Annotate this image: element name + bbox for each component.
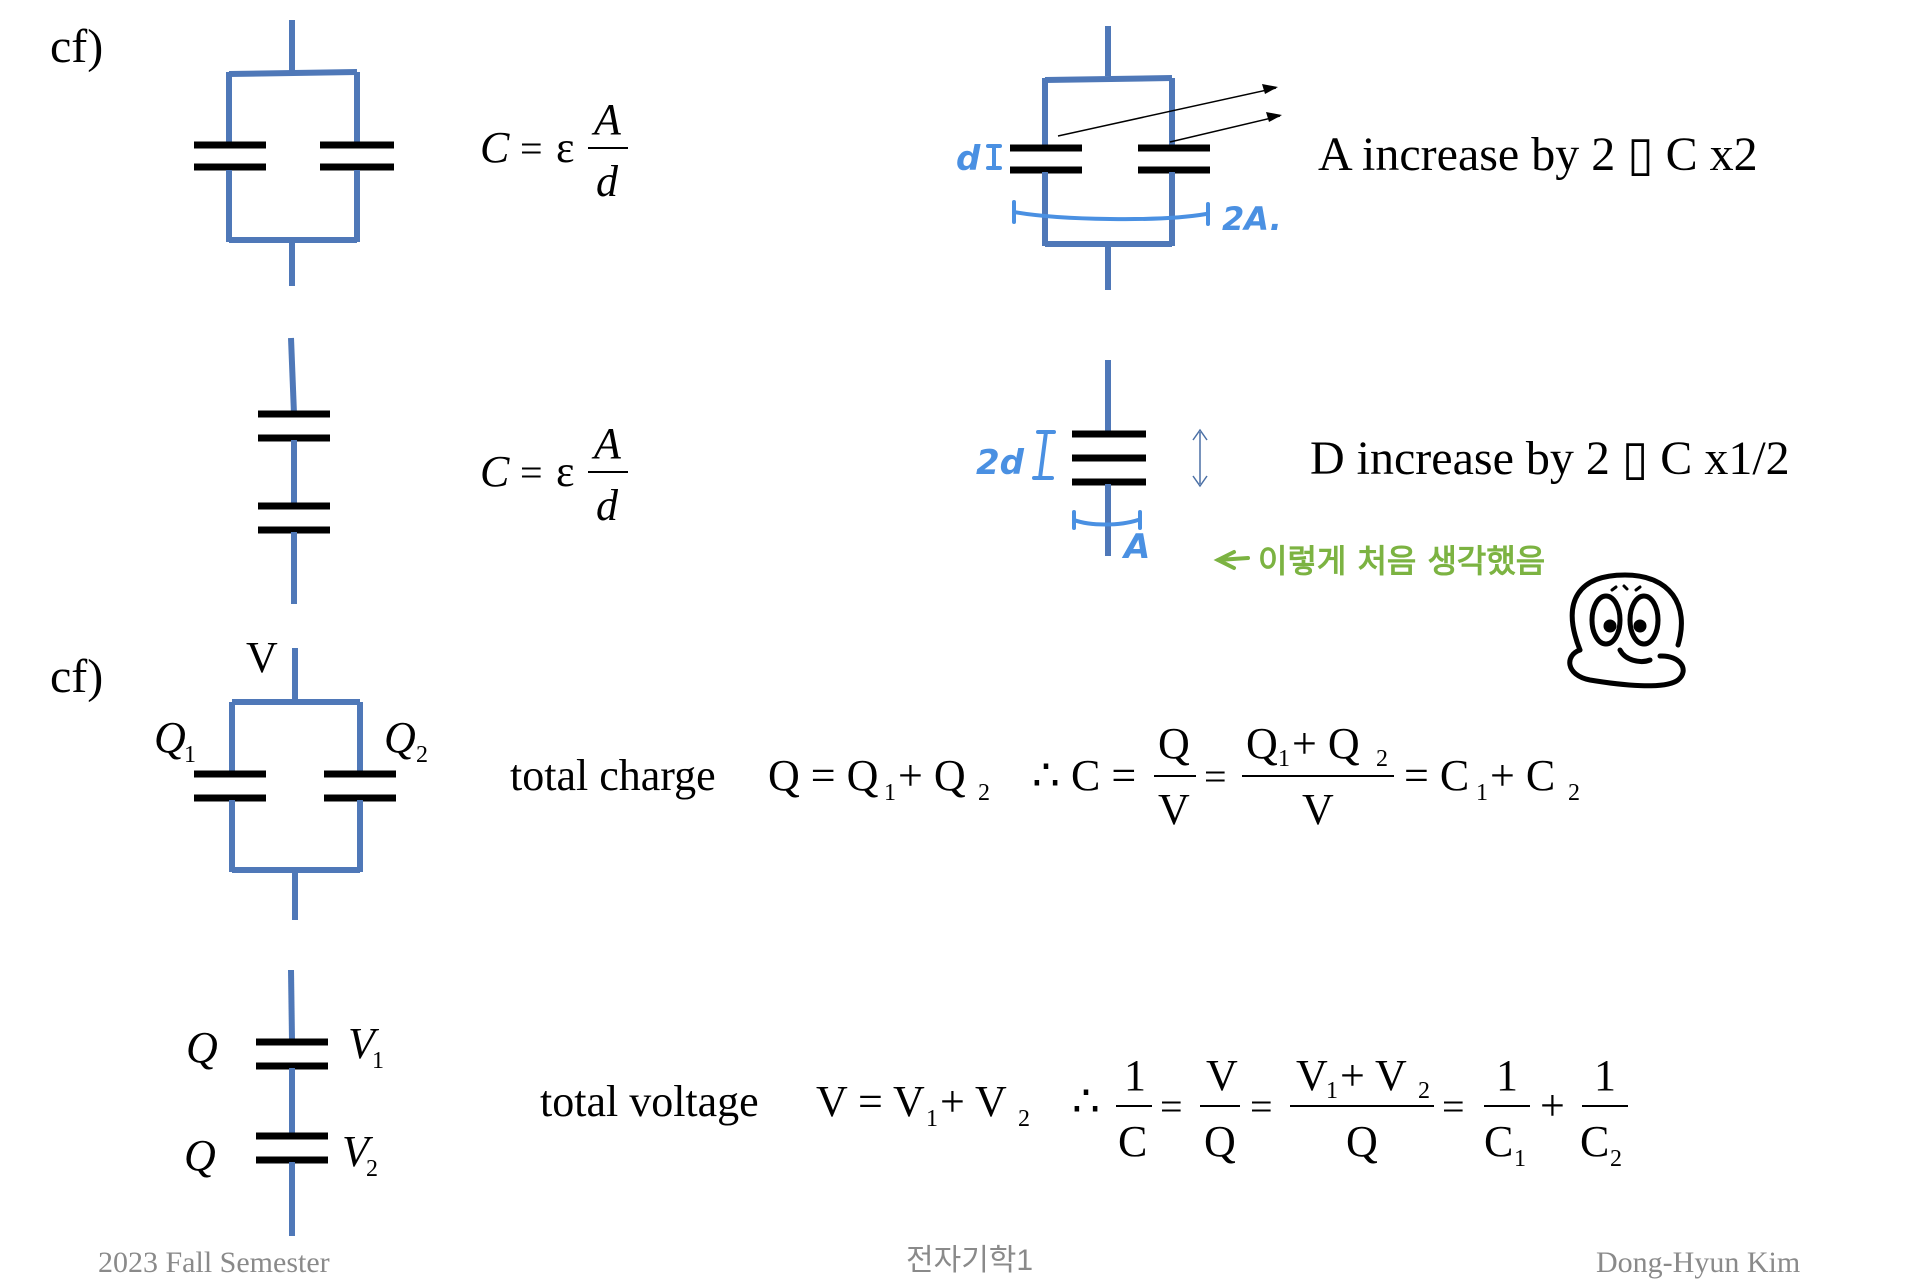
svg-text:2: 2 [1610,1146,1622,1172]
svg-text:V: V [1206,1051,1238,1100]
svg-text:1: 1 [184,742,196,768]
svg-text:total voltage: total voltage [540,1077,759,1126]
svg-text:2: 2 [416,742,428,768]
svg-text:1: 1 [926,1106,938,1132]
svg-text:ε: ε [556,123,574,172]
footer-author: Dong-Hyun Kim [1596,1246,1800,1279]
svg-text:d: d [596,481,619,530]
svg-text:=: = [1250,1084,1273,1129]
svg-text:V: V [342,1127,374,1176]
doodle-character-icon [1567,572,1686,689]
svg-text:= C: = C [1404,751,1469,800]
cf-label-top: cf) [50,20,103,73]
distance-increase-note: D increase by 2 ▯ C x1/2 [1310,432,1790,485]
svg-text:2: 2 [1018,1106,1030,1132]
svg-text:Q: Q [1158,719,1190,768]
svg-text:C: C [1118,1117,1147,1166]
handwritten-d-label: d [956,139,981,179]
svg-text:Q: Q [384,713,416,762]
svg-text:Q: Q [1204,1117,1236,1166]
svg-text:C: C [1580,1117,1609,1166]
svg-text:=: = [1204,754,1227,799]
svg-text:total charge: total charge [510,751,716,800]
svg-text:2: 2 [1376,746,1388,772]
svg-text:Q: Q [154,713,186,762]
svg-text:∴ C =: ∴ C = [1032,751,1136,800]
svg-text:1: 1 [1476,780,1488,806]
handwritten-2d-label: 2d [976,443,1025,483]
area-increase-note: A increase by 2 ▯ C x2 [1318,128,1758,181]
voltage-label-V: V [246,633,278,682]
svg-text:2: 2 [978,780,990,806]
parallel-capacitor-circuit-top [194,20,394,286]
svg-text:1: 1 [372,1048,384,1074]
svg-text:Q: Q [184,1131,216,1180]
svg-text:C: C [1484,1117,1513,1166]
svg-text:2: 2 [366,1156,378,1182]
svg-text:이렇게 처음 생각했음: 이렇게 처음 생각했음 [1258,542,1545,580]
svg-text:Q: Q [1246,719,1278,768]
svg-text:+ Q: + Q [898,751,966,800]
handwritten-2A-label: 2A. [1222,200,1282,238]
total-voltage-equation: total voltage V = V 1 + V 2 ∴ 1 C = V Q … [540,1051,1628,1172]
svg-text:A: A [591,419,622,468]
svg-text:+ V: + V [940,1077,1007,1126]
series-capacitor-circuit-voltage: Q Q V 1 V 2 [184,969,384,1236]
svg-text:1: 1 [1594,1051,1616,1100]
svg-text:A: A [591,95,622,144]
svg-text:=: = [1442,1084,1465,1129]
parallel-capacitor-circuit-charge: V Q 1 Q 2 [154,633,428,920]
series-capacitor-annotated: 2d A [976,360,1208,567]
footer-semester: 2023 Fall Semester [98,1246,330,1279]
total-charge-equation: total charge Q = Q 1 + Q 2 ∴ C = Q V = Q… [510,719,1580,834]
svg-text:2: 2 [1418,1078,1430,1104]
svg-text:=: = [520,450,543,495]
svg-text:V: V [348,1019,380,1068]
svg-text:=: = [1160,1084,1183,1129]
svg-text:1: 1 [1496,1051,1518,1100]
svg-text:V: V [1158,785,1190,834]
handwritten-A-label: A [1121,527,1150,567]
svg-text:+ Q: + Q [1292,719,1360,768]
svg-text:∴: ∴ [1072,1077,1100,1126]
svg-text:V: V [1296,1051,1328,1100]
svg-text:V = V: V = V [816,1077,925,1126]
svg-text:d: d [596,157,619,206]
parallel-capacitor-circuit-annotated: d 2A. [956,26,1282,290]
svg-text:V: V [1302,785,1334,834]
svg-text:Q: Q [186,1023,218,1072]
capacitance-formula-top: C = ε A d [480,95,628,206]
svg-text:1: 1 [1124,1051,1146,1100]
svg-text:Q: Q [1346,1117,1378,1166]
svg-text:C: C [480,447,510,496]
cf-label-bottom: cf) [50,650,103,703]
svg-text:+ V: + V [1340,1051,1407,1100]
svg-text:+ C: + C [1490,751,1555,800]
series-capacitor-circuit-top [258,337,330,604]
svg-text:2: 2 [1568,780,1580,806]
capacitance-formula-bottom: C = ε A d [480,419,628,530]
svg-text:1: 1 [1278,746,1290,772]
svg-text:1: 1 [1326,1078,1338,1104]
svg-text:1: 1 [884,780,896,806]
svg-text:1: 1 [1514,1146,1526,1172]
svg-text:+: + [1540,1081,1565,1130]
svg-text:ε: ε [556,447,574,496]
footer-course-title: 전자기학1 [906,1244,1033,1277]
svg-text:Q = Q: Q = Q [768,751,879,800]
green-handwritten-note: 이렇게 처음 생각했음 [1213,542,1545,580]
svg-text:=: = [520,126,543,171]
svg-text:C: C [480,123,510,172]
